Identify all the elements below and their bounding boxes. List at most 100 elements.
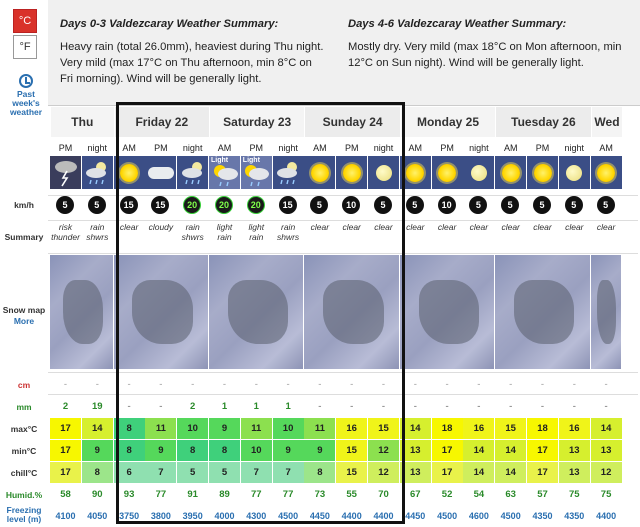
snowmap-more-link[interactable]: More bbox=[13, 316, 35, 326]
min-temp-cell: 8 bbox=[113, 440, 145, 461]
snow-map-image[interactable] bbox=[399, 255, 495, 369]
min-temp-cell: 9 bbox=[145, 440, 177, 461]
snow-map-image[interactable] bbox=[209, 255, 304, 369]
freezing-level-cell: 4500 bbox=[500, 511, 521, 521]
fahrenheit-button[interactable]: °F bbox=[13, 35, 37, 59]
celsius-button[interactable]: °C bbox=[13, 9, 37, 33]
snow-cell: - bbox=[272, 374, 304, 395]
period-label: AM bbox=[313, 143, 327, 153]
freezing-level-cell: 4500 bbox=[278, 511, 299, 521]
chill-cell: 6 bbox=[113, 462, 145, 483]
past-weather-link[interactable]: Past week's weather bbox=[4, 74, 48, 117]
min-temp-cell: 9 bbox=[304, 440, 336, 461]
humidity-cell: 93 bbox=[123, 489, 135, 500]
storm-icon bbox=[50, 156, 81, 189]
humidity-cell: 91 bbox=[187, 489, 198, 500]
chill-cell: 15 bbox=[336, 462, 368, 483]
weather-description: clear bbox=[501, 222, 520, 232]
wind-speed-icon: 15 bbox=[119, 196, 138, 214]
sun-icon bbox=[336, 156, 368, 189]
min-temp-label: min°C bbox=[11, 446, 37, 456]
period-label: AM bbox=[122, 143, 136, 153]
period-label: PM bbox=[249, 143, 264, 153]
chill-cell: 5 bbox=[177, 462, 209, 483]
max-temp-cell: 15 bbox=[495, 418, 527, 439]
rain-cell: - bbox=[495, 396, 527, 417]
weather-description: clear bbox=[310, 222, 330, 232]
row-divider bbox=[48, 372, 638, 373]
snow-cell: - bbox=[495, 374, 527, 395]
max-temp-cell: 17 bbox=[50, 418, 81, 439]
weather-description: clear bbox=[119, 222, 139, 232]
snow-cell: - bbox=[558, 374, 590, 395]
chill-label: chill°C bbox=[10, 468, 38, 478]
min-temp-cell: 13 bbox=[558, 440, 590, 461]
min-temp-cell: 12 bbox=[368, 440, 399, 461]
min-temp-cell: 8 bbox=[209, 440, 240, 461]
snow-map-image[interactable] bbox=[304, 255, 399, 369]
weather-description: rain shwrs bbox=[181, 222, 204, 242]
chill-cell: 5 bbox=[209, 462, 240, 483]
period-label: night bbox=[182, 143, 203, 153]
summary-days-4-6: Days 4-6 Valdezcaray Weather Summary: Mo… bbox=[348, 16, 634, 71]
wind-speed-icon: 15 bbox=[278, 196, 297, 214]
max-temp-cell: 11 bbox=[145, 418, 177, 439]
sun-icon bbox=[495, 156, 527, 189]
min-temp-cell: 13 bbox=[399, 440, 431, 461]
humidity-cell: 77 bbox=[251, 489, 262, 500]
min-temp-cell: 15 bbox=[336, 440, 368, 461]
humidity-cell: 58 bbox=[60, 489, 71, 500]
weather-description: rain shwrs bbox=[86, 222, 109, 242]
freezing-level-cell: 3750 bbox=[119, 511, 140, 521]
summary-a-text: Heavy rain (total 26.0mm), heaviest duri… bbox=[60, 41, 324, 85]
weather-description: light rain bbox=[248, 222, 265, 242]
humidity-cell: 77 bbox=[155, 489, 167, 500]
humidity-cell: 67 bbox=[410, 489, 421, 500]
freezing-level-cell: 4500 bbox=[437, 511, 458, 521]
period-label: AM bbox=[503, 143, 518, 153]
max-temp-cell: 16 bbox=[336, 418, 368, 439]
summary-b-text: Mostly dry. Very mild (max 18°C on Mon a… bbox=[348, 41, 622, 69]
freezing-level-cell: 4350 bbox=[564, 511, 585, 521]
clock-icon bbox=[19, 74, 33, 88]
wind-speed-icon: 5 bbox=[564, 196, 583, 214]
rain-cell: - bbox=[304, 396, 336, 417]
max-temp-cell: 9 bbox=[209, 418, 240, 439]
snow-map-image[interactable] bbox=[50, 255, 113, 369]
snow-cell: - bbox=[463, 374, 495, 395]
humidity-cell: 52 bbox=[441, 489, 453, 500]
snow-cell: - bbox=[368, 374, 399, 395]
rain-cell: - bbox=[590, 396, 622, 417]
map-land bbox=[596, 280, 617, 344]
snow-cell: - bbox=[81, 374, 113, 395]
snow-map-image[interactable] bbox=[590, 255, 622, 369]
sun-icon bbox=[399, 156, 431, 189]
freezing-level-cell: 4400 bbox=[373, 511, 394, 521]
rain-cell: - bbox=[558, 396, 590, 417]
max-temp-cell: 18 bbox=[527, 418, 558, 439]
day-header: Friday 22 bbox=[113, 107, 209, 137]
wind-speed-icon: 20 bbox=[183, 196, 202, 214]
moon-icon bbox=[558, 156, 590, 189]
humidity-cell: 89 bbox=[219, 489, 230, 500]
moon-icon bbox=[368, 156, 399, 189]
light-rain-icon: Light bbox=[240, 156, 272, 189]
humidity-cell: 77 bbox=[282, 489, 294, 500]
snow-cell: - bbox=[336, 374, 368, 395]
snow-map-image[interactable] bbox=[495, 255, 590, 369]
max-temp-cell: 16 bbox=[463, 418, 495, 439]
period-label: PM bbox=[440, 143, 454, 153]
wind-speed-icon: 5 bbox=[469, 196, 488, 214]
chill-cell: 7 bbox=[145, 462, 177, 483]
snow-cell: - bbox=[209, 374, 240, 395]
rain-cell: - bbox=[368, 396, 399, 417]
rain-cell: - bbox=[527, 396, 558, 417]
period-label: PM bbox=[344, 143, 359, 153]
rain-cell: - bbox=[336, 396, 368, 417]
rain-cell: - bbox=[431, 396, 463, 417]
weather-description: clear bbox=[596, 222, 616, 232]
day-header: Monday 25 bbox=[399, 107, 496, 137]
snow-map-image[interactable] bbox=[113, 255, 208, 369]
weather-description: clear bbox=[406, 222, 425, 232]
wind-speed-icon: 5 bbox=[56, 196, 74, 214]
